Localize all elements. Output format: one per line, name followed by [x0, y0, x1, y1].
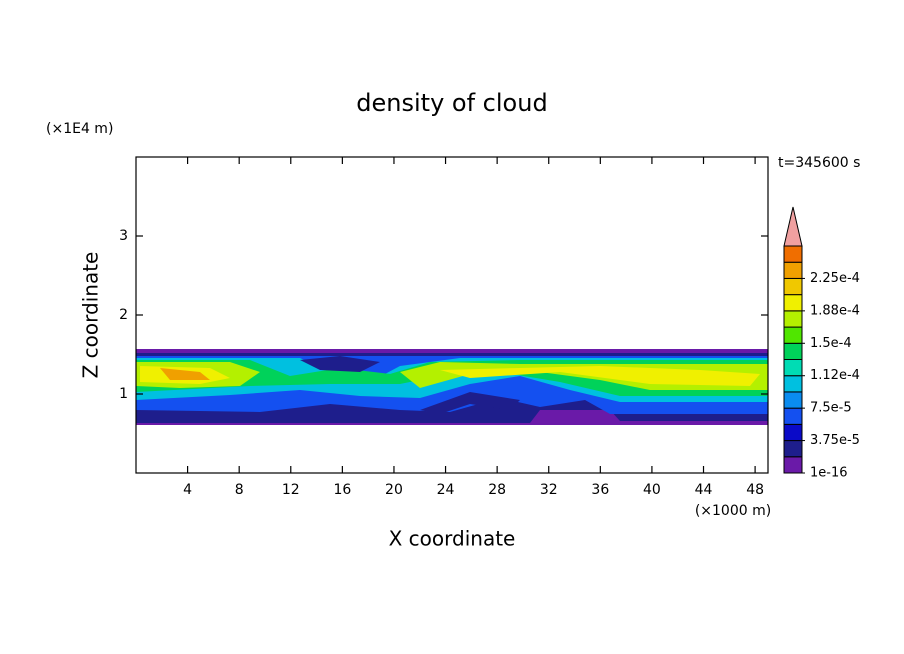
y-tick-label: 3: [119, 228, 128, 244]
colorbar-box: [783, 326, 803, 344]
x-axis-title: X coordinate: [389, 527, 516, 551]
colorbar-box: [783, 245, 803, 263]
colorbar-label: 1.5e-4: [810, 336, 852, 351]
colorbar-over: [783, 206, 803, 247]
colorbar-box: [783, 375, 803, 393]
colorbar-label: 1.12e-4: [810, 368, 860, 383]
x-tick-label: 8: [235, 482, 244, 498]
x-tick-label: 32: [540, 482, 558, 498]
time-annotation: t=345600 s: [778, 155, 860, 171]
colorbar-box: [783, 423, 803, 442]
y-tick-label: 1: [119, 386, 128, 402]
colorbar-label: 1.88e-4: [810, 303, 860, 318]
x-tick-label: 24: [437, 482, 455, 498]
plot-frame: [135, 156, 769, 474]
y-axis-title: Z coordinate: [79, 252, 103, 379]
colorbar-label: 1e-16: [810, 466, 848, 481]
colorbar-box: [783, 391, 803, 409]
x-tick-label: 12: [282, 482, 300, 498]
colorbar-box: [783, 277, 803, 296]
colorbar-box: [783, 456, 803, 474]
colorbar-label: 2.25e-4: [810, 271, 860, 286]
contour-field: [136, 349, 768, 425]
x-tick-label: 28: [488, 482, 506, 498]
colorbar-box: [783, 440, 803, 458]
colorbar-box: [783, 342, 803, 360]
y-unit: (×1E4 m): [46, 121, 113, 137]
colorbar-box: [783, 359, 803, 377]
chart-title: density of cloud: [356, 89, 547, 117]
colorbar-box: [783, 261, 803, 279]
x-tick-label: 40: [643, 482, 661, 498]
colorbar-box: [783, 310, 803, 328]
x-tick-label: 16: [333, 482, 351, 498]
x-tick-label: 36: [591, 482, 609, 498]
colorbar-box: [783, 294, 803, 312]
colorbar-box: [783, 407, 803, 425]
x-tick-label: 44: [695, 482, 713, 498]
colorbar-label: 3.75e-5: [810, 433, 860, 448]
x-tick-label: 20: [385, 482, 403, 498]
x-unit: (×1000 m): [695, 503, 771, 519]
y-tick-label: 2: [119, 307, 128, 323]
x-tick-label: 4: [183, 482, 192, 498]
colorbar-label: 7.5e-5: [810, 401, 852, 416]
x-tick-label: 48: [746, 482, 764, 498]
